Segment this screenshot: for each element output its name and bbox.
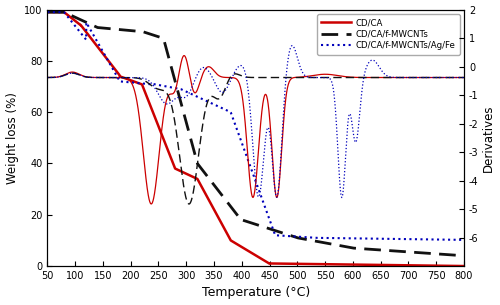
CD/CA bbox=[247, 250, 253, 254]
CD/CA bbox=[66, 14, 71, 18]
CD/CA/f-MWCNTs bbox=[66, 13, 71, 16]
Line: CD/CA/f-MWCNTs/Ag/Fe: CD/CA/f-MWCNTs/Ag/Fe bbox=[48, 12, 464, 240]
CD/CA bbox=[449, 264, 455, 268]
Y-axis label: Weight loss (%): Weight loss (%) bbox=[6, 92, 18, 184]
CD/CA/f-MWCNTs/Ag/Fe bbox=[247, 164, 253, 167]
CD/CA/f-MWCNTs bbox=[236, 215, 242, 219]
CD/CA/f-MWCNTs/Ag/Fe bbox=[372, 237, 378, 241]
CD/CA bbox=[452, 264, 458, 268]
CD/CA/f-MWCNTs bbox=[449, 253, 455, 257]
CD/CA bbox=[236, 243, 242, 247]
CD/CA bbox=[449, 264, 455, 268]
CD/CA/f-MWCNTs/Ag/Fe bbox=[461, 238, 467, 242]
CD/CA/f-MWCNTs/Ag/Fe bbox=[449, 238, 455, 242]
Y-axis label: Derivatives: Derivatives bbox=[482, 104, 494, 171]
CD/CA/f-MWCNTs bbox=[461, 254, 467, 258]
CD/CA/f-MWCNTs/Ag/Fe bbox=[66, 16, 71, 20]
CD/CA bbox=[372, 263, 378, 267]
CD/CA/f-MWCNTs bbox=[44, 10, 51, 14]
Line: CD/CA/f-MWCNTs: CD/CA/f-MWCNTs bbox=[48, 12, 464, 256]
CD/CA/f-MWCNTs bbox=[372, 248, 378, 251]
CD/CA bbox=[44, 10, 51, 14]
Legend: CD/CA, CD/CA/f-MWCNTs, CD/CA/f-MWCNTs/Ag/Fe: CD/CA, CD/CA/f-MWCNTs, CD/CA/f-MWCNTs/Ag… bbox=[317, 14, 460, 55]
CD/CA/f-MWCNTs/Ag/Fe bbox=[236, 133, 242, 137]
CD/CA bbox=[461, 264, 467, 268]
CD/CA/f-MWCNTs/Ag/Fe bbox=[449, 238, 455, 242]
X-axis label: Temperature (°C): Temperature (°C) bbox=[202, 286, 310, 300]
CD/CA/f-MWCNTs bbox=[449, 253, 455, 257]
Line: CD/CA: CD/CA bbox=[48, 12, 464, 266]
CD/CA/f-MWCNTs bbox=[247, 221, 253, 224]
CD/CA/f-MWCNTs/Ag/Fe bbox=[44, 10, 51, 14]
